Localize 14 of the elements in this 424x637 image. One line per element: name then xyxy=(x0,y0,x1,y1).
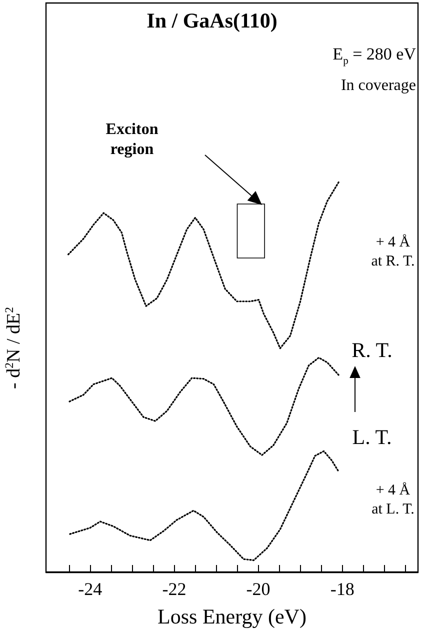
annotation: L. T. xyxy=(352,424,392,450)
annotation: + 4 Å at L. T. xyxy=(372,481,414,519)
text: In coverage xyxy=(340,76,416,96)
chart-title: In / GaAs(110) xyxy=(146,8,278,32)
text: E$_{p}$ = 280 eV xyxy=(332,44,416,68)
y-axis-title: - d2N / dE2 xyxy=(3,306,24,389)
annotation: + 4 Å at R. T. xyxy=(371,233,415,271)
x-tick-label: -18 xyxy=(330,579,354,599)
x-tick-label: -24 xyxy=(78,579,102,599)
x-tick-label: -20 xyxy=(246,579,270,599)
x-axis-title: Loss Energy (eV) xyxy=(158,604,306,628)
x-tick-label: -22 xyxy=(162,579,186,599)
text: Exciton region xyxy=(106,120,158,160)
annotation: R. T. xyxy=(352,336,392,364)
